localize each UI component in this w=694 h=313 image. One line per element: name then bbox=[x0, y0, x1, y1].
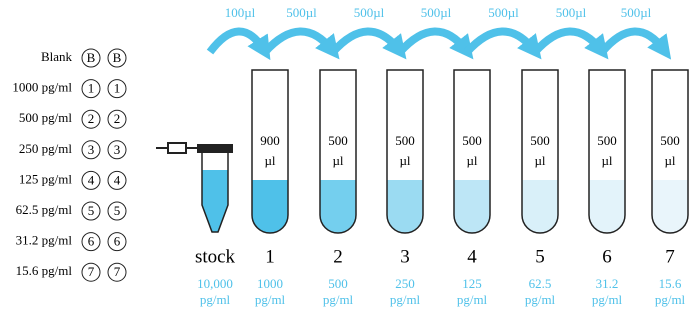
well-label: 7 bbox=[114, 264, 121, 279]
tube-volume-unit: µl bbox=[332, 153, 343, 168]
well-label: 4 bbox=[88, 172, 95, 187]
pipette bbox=[156, 143, 232, 153]
legend-label: 15.6 pg/ml bbox=[16, 263, 73, 278]
stock-concentration: 10,000 bbox=[197, 276, 233, 291]
transfer-arrow bbox=[210, 31, 264, 52]
tube-unit: pg/ml bbox=[323, 292, 354, 307]
well-label: B bbox=[113, 50, 122, 65]
tube-number: 3 bbox=[400, 246, 410, 267]
tube-unit: pg/ml bbox=[592, 292, 623, 307]
transfer-volume: 500µl bbox=[556, 5, 587, 20]
tube-concentration: 15.6 bbox=[659, 276, 682, 291]
tube-liquid bbox=[387, 180, 423, 233]
transfer-arrow bbox=[535, 31, 601, 52]
tube-volume: 500 bbox=[660, 133, 680, 148]
well-label: 6 bbox=[88, 234, 95, 249]
tube-volume: 500 bbox=[597, 133, 617, 148]
tube-volume: 500 bbox=[328, 133, 348, 148]
tube-volume-unit: µl bbox=[601, 153, 612, 168]
well-label: 3 bbox=[88, 142, 95, 157]
tube-concentration: 31.2 bbox=[596, 276, 619, 291]
tube-unit: pg/ml bbox=[457, 292, 488, 307]
transfer-volume: 100µl bbox=[225, 5, 256, 20]
tube-liquid bbox=[454, 180, 490, 233]
well-label: 4 bbox=[114, 172, 121, 187]
tube-unit: pg/ml bbox=[655, 292, 686, 307]
tube-volume-unit: µl bbox=[264, 153, 275, 168]
tube-liquid bbox=[252, 180, 288, 233]
transfer-arrow bbox=[467, 31, 534, 52]
legend-label: 31.2 pg/ml bbox=[16, 233, 73, 248]
well-label: 2 bbox=[114, 111, 121, 126]
tube-liquid bbox=[522, 180, 558, 233]
tube-concentration: 62.5 bbox=[529, 276, 552, 291]
tube-volume-unit: µl bbox=[664, 153, 675, 168]
legend-label: Blank bbox=[41, 49, 73, 64]
well-label: 5 bbox=[88, 203, 95, 218]
stock-unit: pg/ml bbox=[200, 292, 231, 307]
tube-concentration: 1000 bbox=[257, 276, 283, 291]
transfer-volume: 500µl bbox=[488, 5, 519, 20]
legend-label: 62.5 pg/ml bbox=[16, 202, 73, 217]
tube-liquid bbox=[320, 180, 356, 233]
legend-label: 250 pg/ml bbox=[19, 141, 72, 156]
well-label: 2 bbox=[88, 111, 95, 126]
tube-number: 1 bbox=[265, 246, 275, 267]
legend-label: 500 pg/ml bbox=[19, 110, 72, 125]
stock-label: stock bbox=[195, 246, 236, 267]
transfer-volume: 500µl bbox=[286, 5, 317, 20]
tube-unit: pg/ml bbox=[390, 292, 421, 307]
well-label: 1 bbox=[114, 81, 121, 96]
well-label: 5 bbox=[114, 203, 121, 218]
tube-volume-unit: µl bbox=[399, 153, 410, 168]
tube-number: 6 bbox=[602, 246, 612, 267]
tube-volume: 500 bbox=[462, 133, 482, 148]
well-label: 1 bbox=[88, 81, 95, 96]
transfer-volume: 500µl bbox=[421, 5, 452, 20]
well-label: B bbox=[87, 50, 96, 65]
tube-volume-unit: µl bbox=[466, 153, 477, 168]
transfer-volume: 500µl bbox=[621, 5, 652, 20]
tube-number: 4 bbox=[467, 246, 477, 267]
tube-concentration: 500 bbox=[328, 276, 348, 291]
transfer-arrow bbox=[602, 31, 664, 52]
tube-unit: pg/ml bbox=[255, 292, 286, 307]
tube-volume: 500 bbox=[530, 133, 550, 148]
stock-liquid bbox=[202, 170, 228, 232]
tube-liquid bbox=[652, 180, 688, 233]
transfer-arrow bbox=[265, 31, 332, 52]
transfer-arrow bbox=[333, 31, 399, 52]
legend-label: 125 pg/ml bbox=[19, 171, 72, 186]
well-label: 3 bbox=[114, 142, 121, 157]
tube-volume: 500 bbox=[395, 133, 415, 148]
well-label: 6 bbox=[114, 234, 121, 249]
tube-volume: 900 bbox=[260, 133, 280, 148]
tube-concentration: 250 bbox=[395, 276, 415, 291]
tube-number: 2 bbox=[333, 246, 343, 267]
transfer-arrow bbox=[400, 31, 466, 52]
tube-volume-unit: µl bbox=[534, 153, 545, 168]
tube-unit: pg/ml bbox=[525, 292, 556, 307]
tube-liquid bbox=[589, 180, 625, 233]
tube-number: 5 bbox=[535, 246, 545, 267]
tube-number: 7 bbox=[665, 246, 675, 267]
tube-concentration: 125 bbox=[462, 276, 482, 291]
dilution-diagram: BlankBB1000 pg/ml11500 pg/ml22250 pg/ml3… bbox=[0, 0, 694, 313]
transfer-volume: 500µl bbox=[354, 5, 385, 20]
legend-label: 1000 pg/ml bbox=[12, 80, 72, 95]
well-label: 7 bbox=[88, 264, 95, 279]
